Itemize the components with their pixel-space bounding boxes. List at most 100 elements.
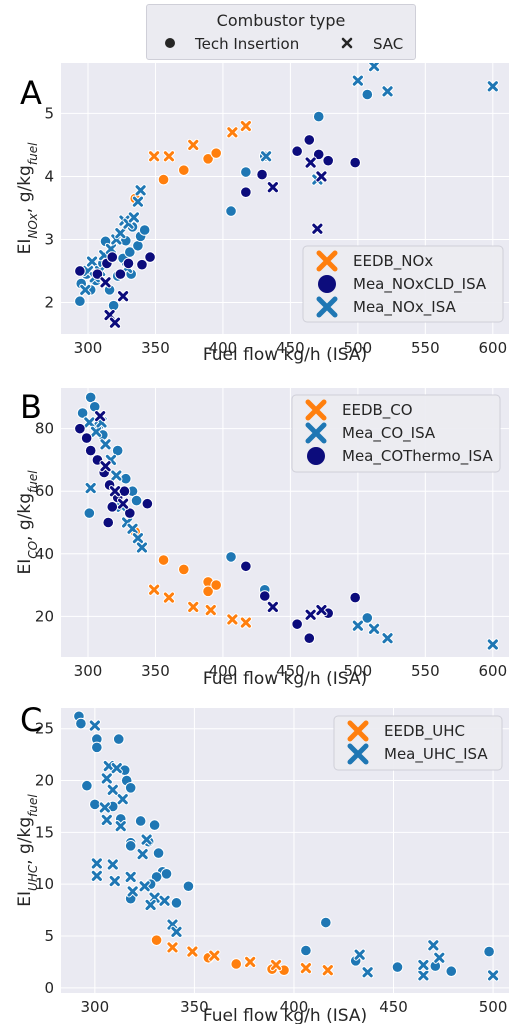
- legend-item-tech-insertion: Tech Insertion: [194, 35, 299, 53]
- x-tick-label: 500: [344, 662, 373, 680]
- data-point-circle: [102, 516, 115, 529]
- x-marker: [170, 925, 183, 938]
- legend-label: EEDB_CO: [342, 401, 413, 420]
- x-marker: [140, 833, 153, 846]
- series-legend: EEDB_UHC Mea_UHC_ISA: [333, 715, 503, 771]
- y-tick-label: 5: [44, 104, 54, 122]
- x-marker: [94, 410, 107, 423]
- x-axis-label: Fuel flow kg/h (ISA): [203, 345, 367, 365]
- data-point-circle: [124, 840, 137, 852]
- data-point-circle: [150, 934, 163, 946]
- x-tick-label: 350: [141, 339, 170, 357]
- x-tick-label: 450: [276, 339, 305, 357]
- data-point-circle: [83, 507, 96, 519]
- data-point-circle: [74, 422, 86, 435]
- x-tick-label: 350: [141, 662, 170, 680]
- data-point-circle: [182, 880, 195, 893]
- x-marker: [106, 858, 119, 871]
- data-point-circle: [210, 579, 222, 591]
- y-axis-label: EIUHC, g/kgfuel: [15, 794, 40, 907]
- data-point-circle: [240, 166, 252, 178]
- x-marker: [116, 497, 130, 510]
- data-point-circle: [445, 965, 458, 978]
- x-marker: [266, 600, 279, 614]
- legend-x-icon: [305, 399, 327, 421]
- data-point-circle: [106, 501, 119, 513]
- x-tick-label: 600: [478, 339, 507, 357]
- x-marker: [162, 591, 176, 604]
- x-marker: [98, 801, 111, 814]
- data-point-circle: [84, 444, 97, 457]
- x-marker: [136, 848, 149, 861]
- y-tick-label: 20: [35, 772, 54, 790]
- data-point-circle: [202, 585, 214, 598]
- data-point-circle: [88, 400, 101, 413]
- data-point-circle: [136, 258, 148, 271]
- x-marker: [486, 969, 500, 982]
- x-marker: [138, 880, 151, 893]
- x-marker: [486, 80, 499, 93]
- data-point-circle: [89, 798, 101, 811]
- data-point-circle: [74, 295, 86, 308]
- panel-b: 300 350 400 450 500 550 600 20 40 60 80B Fuel flow …: [15, 388, 509, 689]
- legend-label: Mea_NOx_ISA: [353, 298, 456, 317]
- data-point-circle: [300, 944, 312, 957]
- x-marker: [88, 719, 101, 732]
- x-marker: [89, 425, 103, 438]
- x-marker: [148, 583, 161, 596]
- x-marker: [127, 211, 140, 224]
- x-marker: [266, 181, 279, 194]
- data-point-circle: [240, 186, 252, 198]
- data-point-circle: [91, 268, 104, 280]
- data-point-circle: [322, 154, 334, 167]
- x-marker: [79, 283, 92, 296]
- panel-a: 300 350 400 450 500 550 600 2 3 4 5A Fuel flow kg/h…: [15, 63, 509, 365]
- data-point-circle: [361, 88, 374, 101]
- data-point-circle: [391, 961, 404, 973]
- x-marker: [361, 966, 374, 979]
- data-point-circle: [312, 148, 325, 161]
- data-point-circle: [177, 164, 190, 176]
- data-point-circle: [130, 494, 143, 507]
- x-marker: [99, 460, 112, 473]
- x-marker: [121, 516, 134, 529]
- x-marker: [260, 150, 273, 163]
- y-tick-label: 20: [35, 607, 54, 625]
- data-point-circle: [230, 958, 243, 970]
- data-point-circle: [303, 632, 316, 645]
- x-tick-label: 550: [411, 662, 440, 680]
- x-marker: [148, 150, 161, 163]
- x-marker: [158, 894, 171, 907]
- x-marker: [299, 962, 313, 975]
- x-axis-label: Fuel flow kg/h (ISA): [203, 1006, 367, 1024]
- legend-x-icon: [347, 743, 369, 765]
- legend-label: EEDB_NOx: [353, 252, 433, 271]
- data-point-circle: [349, 156, 361, 169]
- y-tick-label: 3: [44, 230, 54, 248]
- data-point-circle: [361, 612, 374, 624]
- x-tick-label: 500: [479, 998, 508, 1016]
- data-point-circle: [138, 224, 151, 236]
- y-axis-label: EINOx, g/kgfuel: [15, 142, 40, 254]
- data-point-circle: [76, 407, 89, 419]
- combustor-legend-title: Combustor type: [217, 11, 346, 30]
- x-marker: [208, 949, 221, 962]
- legend-circle-icon: [318, 275, 336, 293]
- x-marker-icon: [341, 37, 353, 49]
- x-marker: [99, 438, 112, 451]
- legend-label: Mea_CO_ISA: [342, 424, 436, 443]
- data-point-circle: [124, 246, 136, 258]
- x-marker: [353, 948, 366, 961]
- x-marker: [144, 898, 157, 912]
- combustor-legend: Combustor type Tech Insertion SAC: [146, 4, 416, 60]
- data-point-circle: [256, 168, 268, 181]
- y-tick-label: 80: [35, 420, 54, 438]
- y-tick-label: 60: [35, 482, 54, 500]
- combustor-legend-svg: Combustor type Tech Insertion SAC: [165, 11, 403, 53]
- x-marker: [226, 126, 239, 139]
- y-tick-label: 25: [35, 720, 54, 738]
- points-layer: [74, 391, 499, 651]
- x-marker: [186, 945, 199, 958]
- data-point-circle: [157, 173, 170, 186]
